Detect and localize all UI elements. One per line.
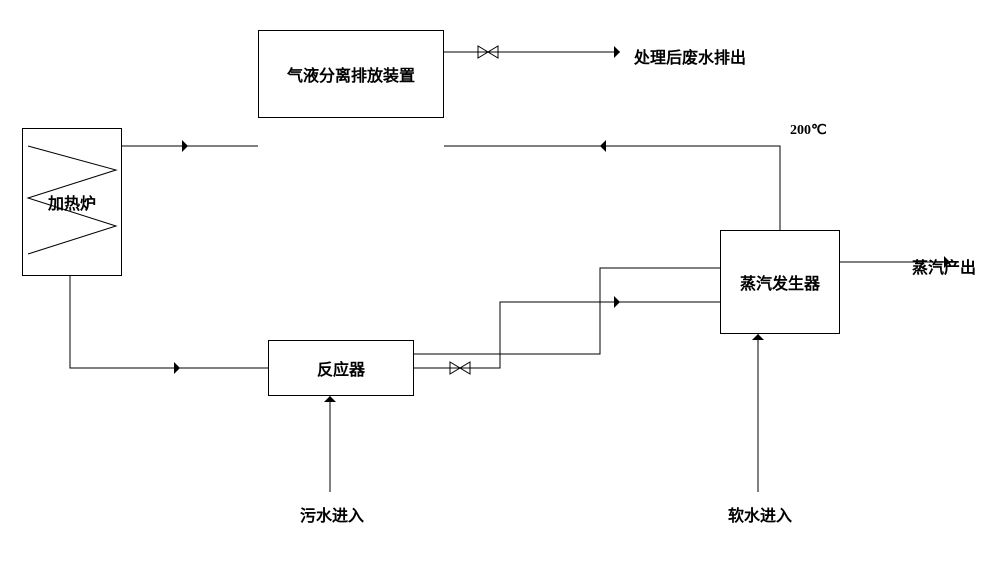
diagram-lines bbox=[0, 0, 1000, 564]
label-temp-200c: 200℃ bbox=[790, 122, 827, 139]
node-reactor-label: 反应器 bbox=[317, 356, 365, 380]
node-furnace: 加热炉 bbox=[22, 128, 122, 276]
diagram-stage: 加热炉 气液分离排放装置 反应器 蒸汽发生器 处理后废水排出 200℃ 蒸汽产出… bbox=[0, 0, 1000, 564]
label-softwater-in: 软水进入 bbox=[728, 502, 792, 526]
node-reactor: 反应器 bbox=[268, 340, 414, 396]
label-sewage-in: 污水进入 bbox=[300, 502, 364, 526]
label-steam-out: 蒸汽产出 bbox=[912, 254, 976, 278]
node-furnace-label: 加热炉 bbox=[48, 190, 96, 214]
node-steam-generator: 蒸汽发生器 bbox=[720, 230, 840, 334]
node-steam-generator-label: 蒸汽发生器 bbox=[740, 270, 820, 294]
node-gas-liquid-separator: 气液分离排放装置 bbox=[258, 30, 444, 118]
node-gas-liquid-separator-label: 气液分离排放装置 bbox=[287, 62, 415, 86]
label-treated-water-out: 处理后废水排出 bbox=[634, 44, 746, 68]
